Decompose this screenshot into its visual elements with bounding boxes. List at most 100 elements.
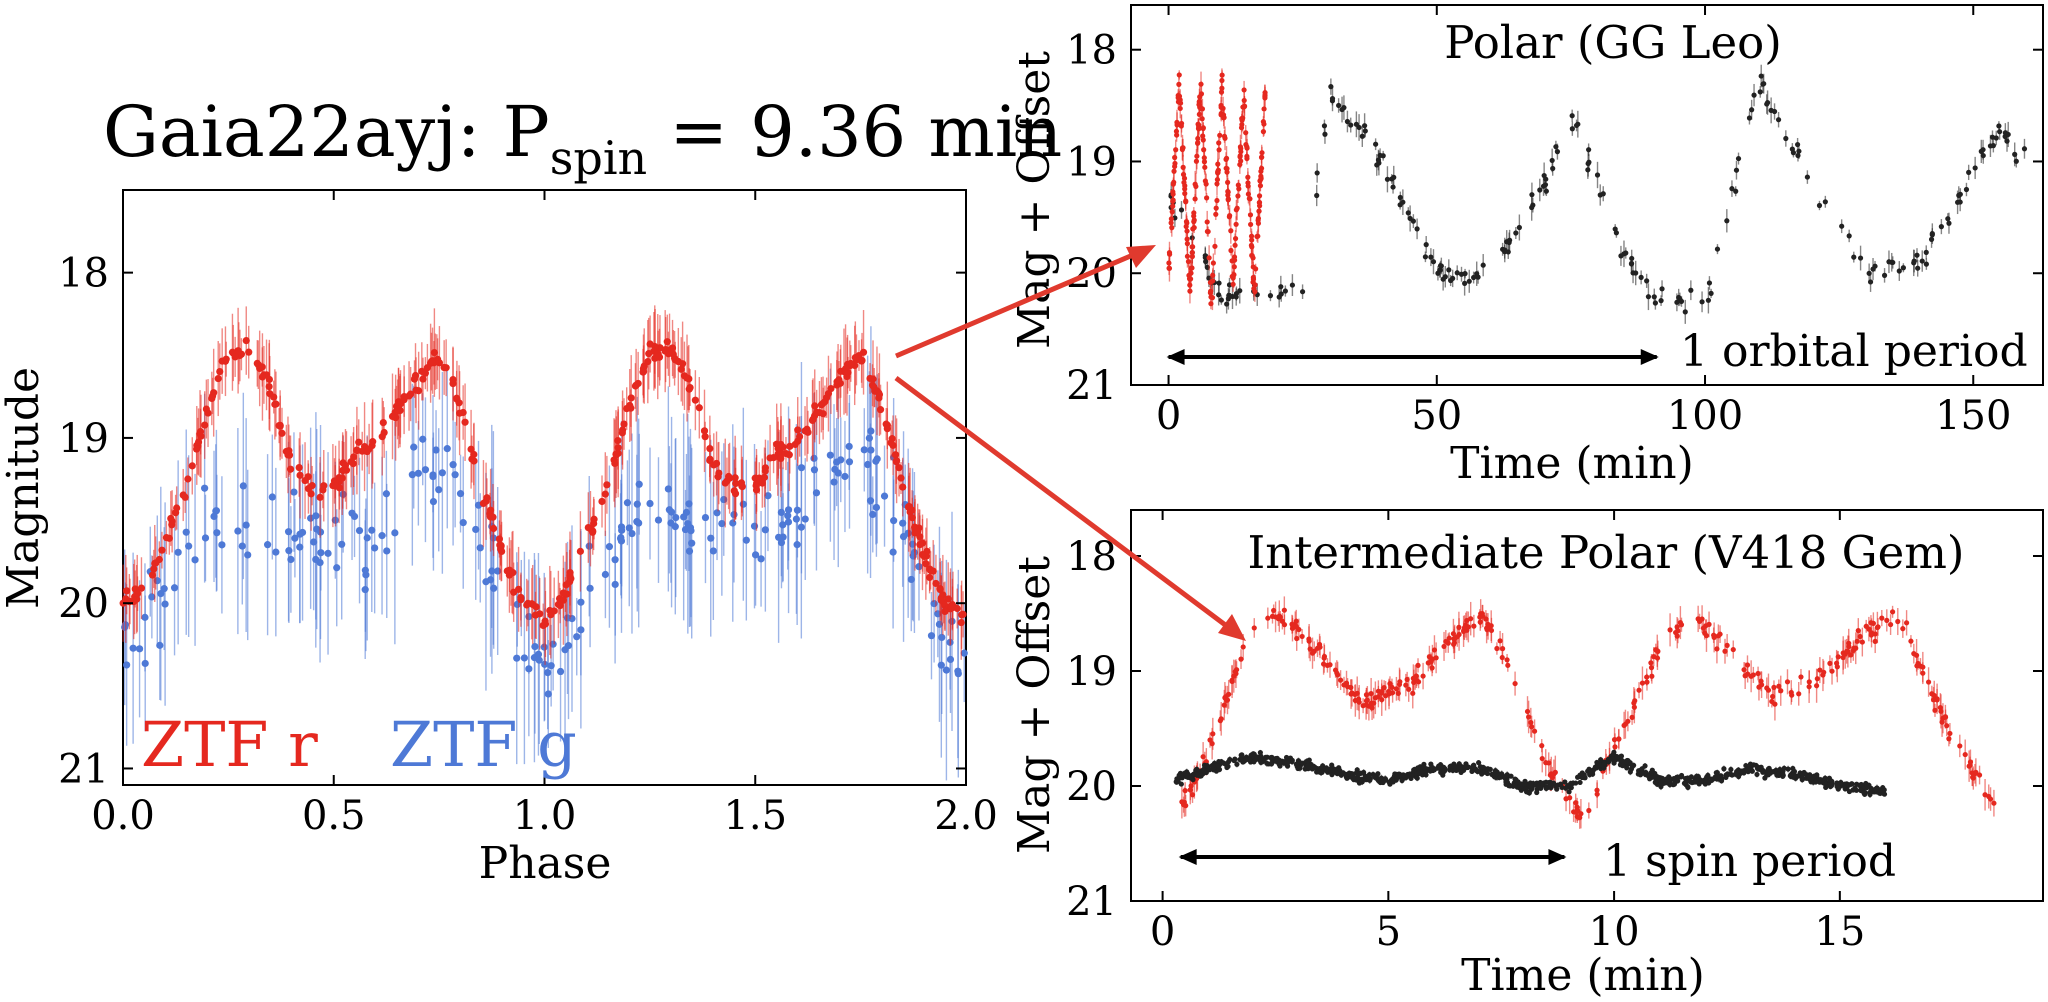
data-point — [234, 527, 242, 535]
data-point — [1362, 123, 1368, 129]
data-point — [899, 519, 907, 527]
data-point — [1621, 722, 1627, 729]
data-point — [1573, 780, 1579, 786]
main-plot-xticks: 0.0 0.5 1.0 1.5 2.0 — [91, 190, 998, 839]
main-plot-xlabel: Phase — [479, 838, 612, 889]
data-point — [432, 446, 440, 454]
data-point — [893, 457, 901, 465]
data-point — [272, 548, 280, 556]
data-point — [1816, 202, 1823, 209]
data-point — [1271, 607, 1277, 614]
data-point — [1549, 157, 1555, 164]
data-point — [1178, 207, 1185, 213]
data-point — [1314, 192, 1320, 199]
data-point — [1551, 771, 1557, 777]
data-point — [1191, 213, 1197, 219]
data-point — [1497, 638, 1503, 644]
data-point — [1742, 673, 1748, 679]
data-point — [729, 519, 737, 527]
data-point — [1612, 226, 1618, 232]
data-point — [150, 565, 158, 573]
data-point — [414, 469, 422, 477]
data-point — [695, 404, 703, 412]
data-point — [168, 521, 176, 529]
data-point — [1919, 258, 1925, 264]
data-point — [1456, 761, 1462, 767]
intermediate-polar-panel: 0 5 10 15 18 19 20 21 Intermediate Polar (V418… — [1009, 509, 2044, 1001]
data-point — [927, 566, 935, 574]
data-point — [742, 536, 750, 544]
data-point — [872, 457, 880, 465]
data-point — [253, 359, 261, 367]
data-point — [1513, 230, 1519, 236]
data-point — [1547, 779, 1553, 785]
data-point — [1625, 718, 1631, 724]
data-point — [312, 512, 320, 520]
data-point — [1381, 685, 1387, 691]
data-point — [908, 506, 916, 514]
data-point — [1978, 148, 1984, 154]
data-point — [1976, 772, 1983, 778]
data-point — [1297, 765, 1303, 771]
data-point — [513, 654, 521, 662]
x-tick-label: 2.0 — [934, 793, 998, 839]
x-tick-label: 10 — [1589, 909, 1640, 955]
data-point — [1861, 790, 1867, 796]
data-point — [1781, 765, 1787, 771]
data-point — [1855, 628, 1861, 634]
data-point — [1397, 194, 1403, 201]
data-point — [1233, 207, 1239, 213]
data-point — [1789, 692, 1795, 698]
data-point — [1889, 259, 1895, 265]
data-point — [1234, 761, 1240, 767]
data-point — [891, 451, 900, 459]
data-point — [368, 526, 376, 534]
data-point — [1563, 785, 1569, 791]
data-point — [1764, 100, 1771, 106]
data-point — [1507, 783, 1513, 789]
data-point — [1289, 282, 1296, 288]
data-point — [1200, 137, 1206, 143]
data-point — [1923, 249, 1929, 255]
data-point — [234, 347, 242, 355]
data-point — [1366, 773, 1372, 779]
data-point — [1735, 155, 1742, 162]
data-point — [1826, 775, 1832, 781]
x-tick-label: 0 — [1150, 909, 1175, 955]
data-point — [1895, 618, 1901, 625]
data-point — [627, 394, 635, 402]
data-point — [687, 527, 695, 535]
data-point — [1204, 195, 1210, 201]
data-point — [1687, 778, 1693, 785]
data-point — [1183, 199, 1189, 205]
data-point — [1268, 761, 1275, 767]
data-point — [296, 543, 304, 551]
data-point — [316, 493, 324, 501]
data-point — [1259, 150, 1265, 156]
data-point — [1188, 775, 1194, 781]
data-point — [1512, 680, 1518, 687]
y-tick-label: 18 — [1066, 28, 1117, 74]
data-point — [1718, 778, 1725, 784]
data-point — [1632, 698, 1638, 704]
data-point — [792, 515, 801, 523]
data-point — [628, 529, 636, 538]
data-point — [1375, 694, 1381, 700]
data-point — [1468, 616, 1474, 622]
data-point — [1415, 679, 1422, 685]
data-point — [1795, 773, 1801, 779]
data-point — [1230, 281, 1236, 287]
data-point — [1225, 188, 1231, 195]
data-point — [1523, 789, 1530, 795]
data-point — [700, 427, 709, 435]
ip-plot-ylabel: Mag + Offset — [1009, 556, 1060, 854]
data-point — [1373, 141, 1379, 147]
data-point — [1516, 224, 1522, 231]
data-point — [170, 584, 179, 592]
data-point — [1756, 684, 1762, 690]
data-point — [1178, 123, 1184, 129]
data-point — [899, 483, 907, 491]
data-point — [286, 465, 295, 473]
data-point — [1747, 761, 1754, 767]
data-point — [350, 512, 359, 521]
